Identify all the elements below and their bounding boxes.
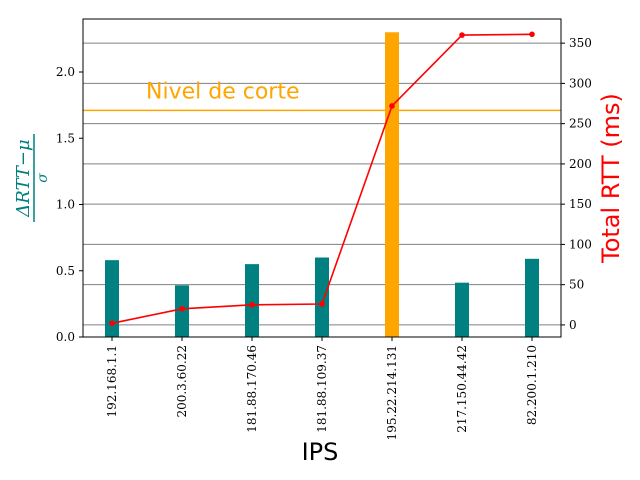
- threshold-label: Nivel de corte: [146, 79, 299, 104]
- left-tick-label: 2.0: [56, 65, 75, 79]
- right-tick-label: 350: [569, 36, 592, 50]
- rtt-point: [389, 103, 395, 109]
- x-axis: 192.168.1.1 200.3.60.22 181.88.170.46 181.8…: [105, 337, 539, 440]
- left-tick-label: 1.5: [56, 131, 75, 145]
- y-axis-left-label: ΔRTT−μ σ: [13, 134, 51, 222]
- y-left-label-denominator: σ: [35, 173, 51, 183]
- right-tick-label: 50: [569, 278, 584, 292]
- bar: [455, 282, 469, 337]
- rtt-point: [179, 306, 185, 312]
- right-tick-label: 300: [569, 76, 592, 90]
- rtt-point: [109, 320, 115, 327]
- bar: [385, 32, 399, 337]
- rtt-line-series: [109, 31, 535, 327]
- bar: [245, 264, 259, 337]
- left-axis: 0.0 0.5 1.0 1.5 2.0: [56, 65, 83, 344]
- x-tick-label: 217.150.44.42: [455, 345, 469, 433]
- grid-lines: [83, 42, 561, 326]
- x-axis-label: IPS: [302, 438, 339, 466]
- right-tick-label: 250: [569, 117, 592, 131]
- left-tick-label: 1.0: [56, 198, 75, 212]
- x-tick-label: 195.22.214.131: [385, 345, 399, 440]
- right-tick-label: 200: [569, 157, 592, 171]
- y-left-label-numerator: ΔRTT−μ: [13, 139, 34, 217]
- rtt-point: [319, 301, 325, 307]
- x-tick-label: 181.88.170.46: [245, 345, 259, 433]
- y-axis-right-label: Total RTT (ms): [597, 93, 625, 264]
- right-axis: 0 50 100 150 200 250 300 350: [561, 36, 592, 332]
- left-tick-label: 0.5: [56, 264, 75, 278]
- x-tick-label: 181.88.109.37: [315, 345, 329, 433]
- x-tick-label: 82.200.1.210: [525, 345, 539, 425]
- rtt-point: [459, 32, 465, 38]
- left-tick-label: 0.0: [56, 330, 75, 344]
- bar: [315, 257, 329, 337]
- x-tick-label: 200.3.60.22: [175, 345, 189, 418]
- right-tick-label: 100: [569, 237, 592, 251]
- right-tick-label: 150: [569, 197, 592, 211]
- x-tick-label: 192.168.1.1: [105, 345, 119, 418]
- bar: [525, 258, 539, 337]
- right-tick-label: 0: [569, 318, 577, 332]
- rtt-point: [529, 31, 535, 38]
- rtt-point: [249, 301, 255, 308]
- bars: [105, 32, 539, 337]
- bar: [105, 260, 119, 337]
